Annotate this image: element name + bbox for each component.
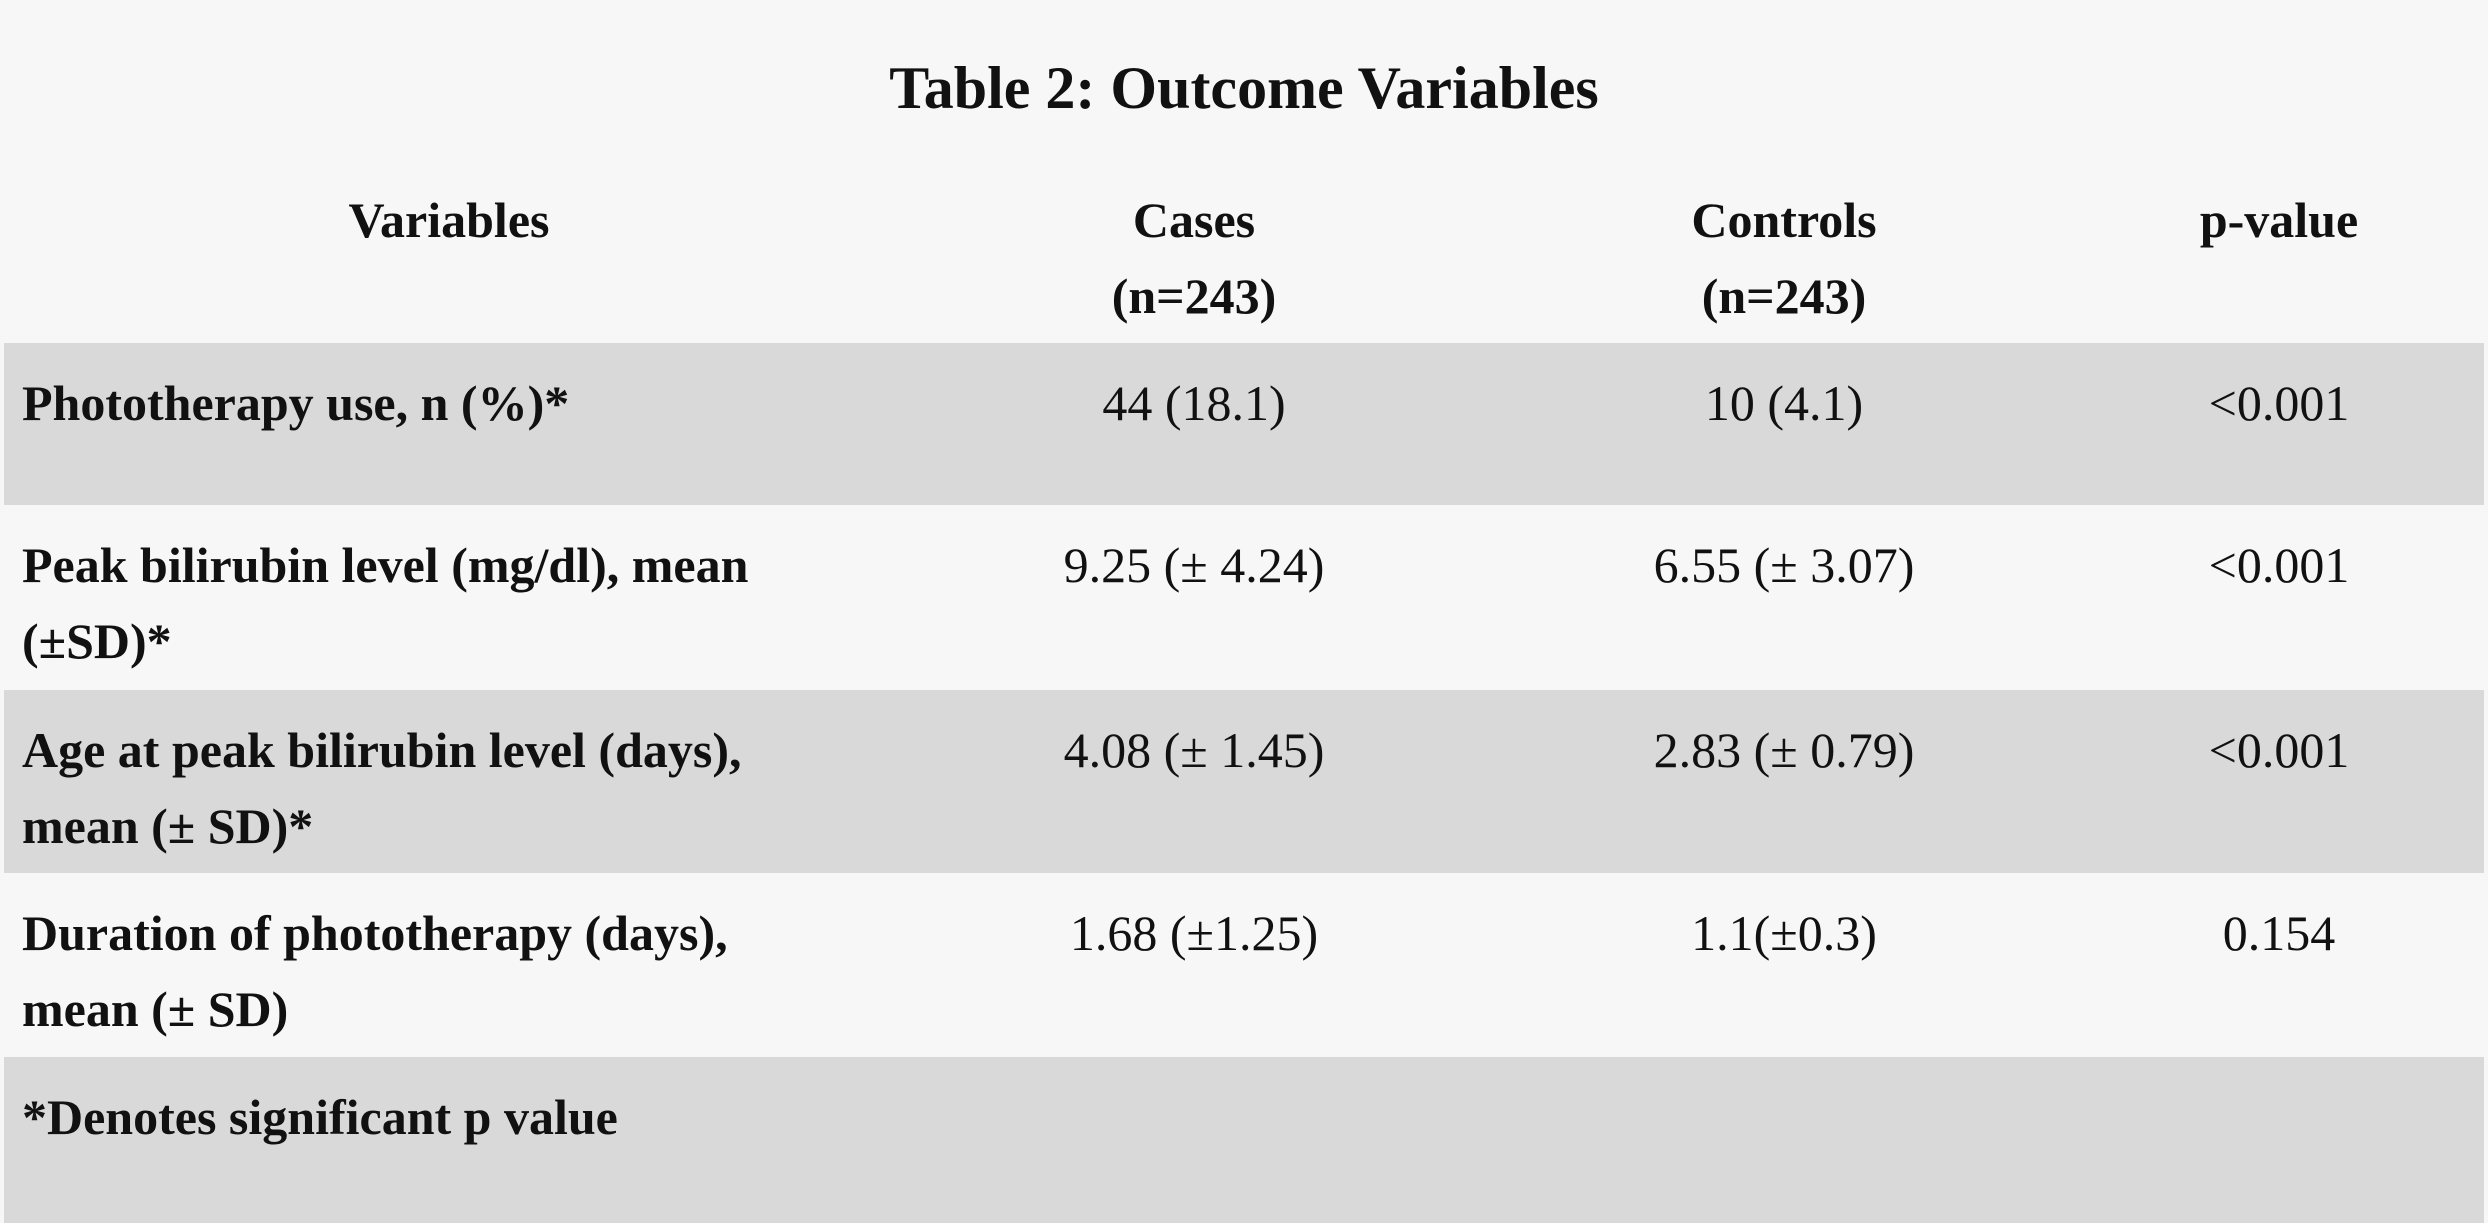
table-row: Duration of phototherapy (days), mean (±… [4, 873, 2484, 1057]
row-cases-value: 1.68 (±1.25) [1069, 905, 1319, 961]
row-variable-line1: Duration of phototherapy (days), [22, 905, 728, 961]
row-cases-value: 9.25 (± 4.24) [1063, 537, 1325, 593]
row-controls-value: 1.1(±0.3) [1691, 905, 1877, 961]
row-variable: Age at peak bilirubin level (days), mean… [4, 690, 894, 864]
table-footnote: *Denotes significant p value [22, 1089, 618, 1145]
header-cases-count: (n=243) [1111, 268, 1277, 324]
row-variable-line1: Age at peak bilirubin level (days), [22, 722, 742, 778]
table-footnote-row: *Denotes significant p value [4, 1057, 2484, 1223]
row-variable-line1: Phototherapy use, n (%)* [22, 375, 570, 431]
row-variable: Duration of phototherapy (days), mean (±… [4, 873, 894, 1047]
table-title: Table 2: Outcome Variables [889, 55, 1599, 121]
row-variable-line2: mean (± SD)* [22, 798, 314, 854]
row-controls-value: 2.83 (± 0.79) [1653, 722, 1915, 778]
header-variables-label: Variables [348, 192, 550, 248]
row-p-value: <0.001 [2208, 537, 2350, 593]
header-cases: Cases (n=243) [894, 182, 1494, 334]
row-p-value: 0.154 [2222, 905, 2336, 961]
row-cases-value: 44 (18.1) [1102, 375, 1286, 431]
row-p-value: <0.001 [2208, 722, 2350, 778]
header-p-value-label: p-value [2199, 192, 2359, 248]
header-variables: Variables [4, 182, 894, 258]
row-cases-value: 4.08 (± 1.45) [1063, 722, 1325, 778]
row-variable-line1: Peak bilirubin level (mg/dl), mean [22, 537, 749, 593]
row-p-value: <0.001 [2208, 375, 2350, 431]
row-variable-line2: (±SD)* [22, 613, 172, 669]
header-controls-count: (n=243) [1701, 268, 1867, 324]
row-variable: Peak bilirubin level (mg/dl), mean (±SD)… [4, 505, 894, 679]
table-row: Peak bilirubin level (mg/dl), mean (±SD)… [4, 505, 2484, 690]
table-row: Age at peak bilirubin level (days), mean… [4, 690, 2484, 873]
row-controls-value: 6.55 (± 3.07) [1653, 537, 1915, 593]
header-cases-label: Cases [1132, 192, 1256, 248]
row-controls-value: 10 (4.1) [1704, 375, 1864, 431]
row-variable-line2: mean (± SD) [22, 981, 289, 1037]
row-variable: Phototherapy use, n (%)* [4, 343, 894, 441]
header-controls: Controls (n=243) [1494, 182, 2074, 334]
table-header-row: Variables Cases (n=243) Controls (n=243)… [4, 182, 2484, 342]
header-p-value: p-value [2074, 182, 2484, 258]
table-row: Phototherapy use, n (%)* 44 (18.1) 10 (4… [4, 343, 2484, 505]
header-controls-label: Controls [1691, 192, 1877, 248]
